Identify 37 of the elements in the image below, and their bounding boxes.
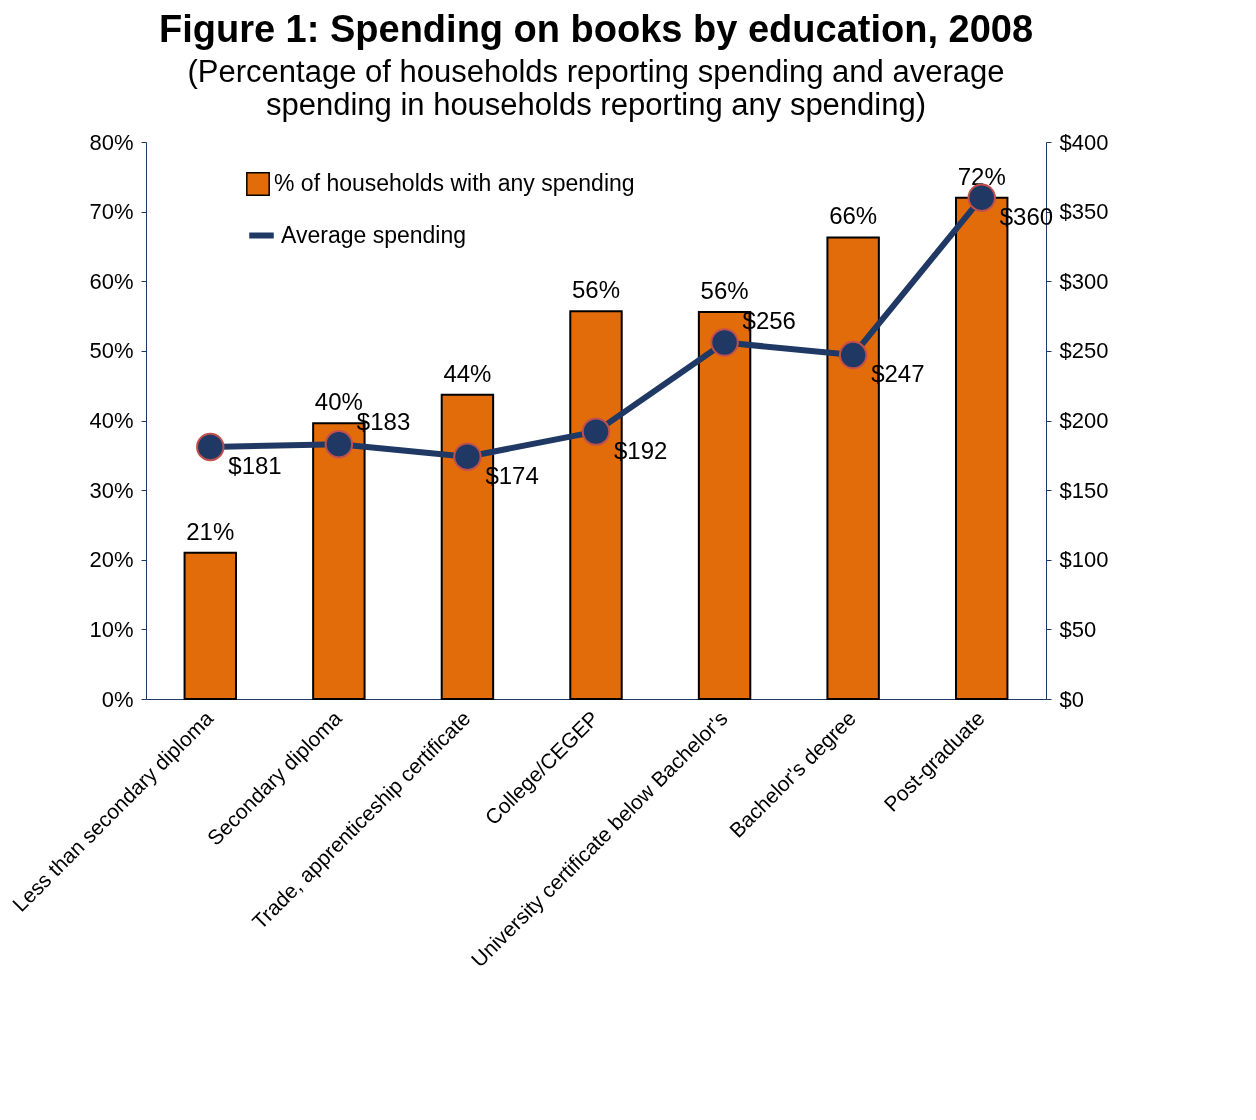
y-tick-label: 60% — [89, 268, 134, 294]
point — [967, 183, 996, 212]
legend-label: % of households with any spending — [274, 170, 635, 196]
point — [196, 432, 225, 462]
y2-tick-label: $350 — [1059, 199, 1109, 225]
chart-title: Figure 1: Spending on books by education, 2008 — [158, 8, 1034, 50]
data-label: 72% — [957, 162, 1006, 190]
y-tick-label: 50% — [89, 338, 134, 364]
y-tick-label: 70% — [89, 199, 134, 225]
y2-tick-label: $200 — [1059, 408, 1109, 433]
y2-tick-label: $250 — [1059, 338, 1109, 364]
data-label: 56% — [571, 276, 621, 304]
y-tick-label: 0% — [101, 686, 134, 712]
point — [581, 417, 611, 446]
y-tick-label: 30% — [89, 477, 134, 503]
data-label: 21% — [186, 517, 235, 545]
chart-subtitle: (Percentage of households reporting spending and average spending in households reporting any spending) — [187, 54, 1005, 122]
y-tick-label: 10% — [89, 616, 134, 642]
y2-tick-label: $400 — [1059, 129, 1109, 155]
point — [838, 340, 868, 370]
bar — [183, 551, 237, 700]
data-label: 56% — [700, 276, 749, 304]
y-tick-label: 20% — [89, 547, 134, 573]
y-tick-label: 40% — [89, 408, 134, 433]
point — [324, 429, 354, 459]
y2-tick-label: $50 — [1059, 616, 1097, 642]
y2-tick-label: $100 — [1059, 547, 1109, 573]
data-label: 44% — [443, 359, 492, 387]
point — [710, 328, 739, 357]
data-label: 66% — [829, 202, 878, 230]
data-label: $181 — [228, 451, 282, 479]
y-tick-label: 80% — [89, 129, 134, 155]
y2-tick-label: $0 — [1059, 686, 1084, 712]
y2-tick-label: $300 — [1059, 268, 1109, 294]
point — [453, 442, 482, 471]
y2-tick-label: $150 — [1059, 477, 1109, 503]
legend-label: Average spending — [281, 221, 466, 248]
